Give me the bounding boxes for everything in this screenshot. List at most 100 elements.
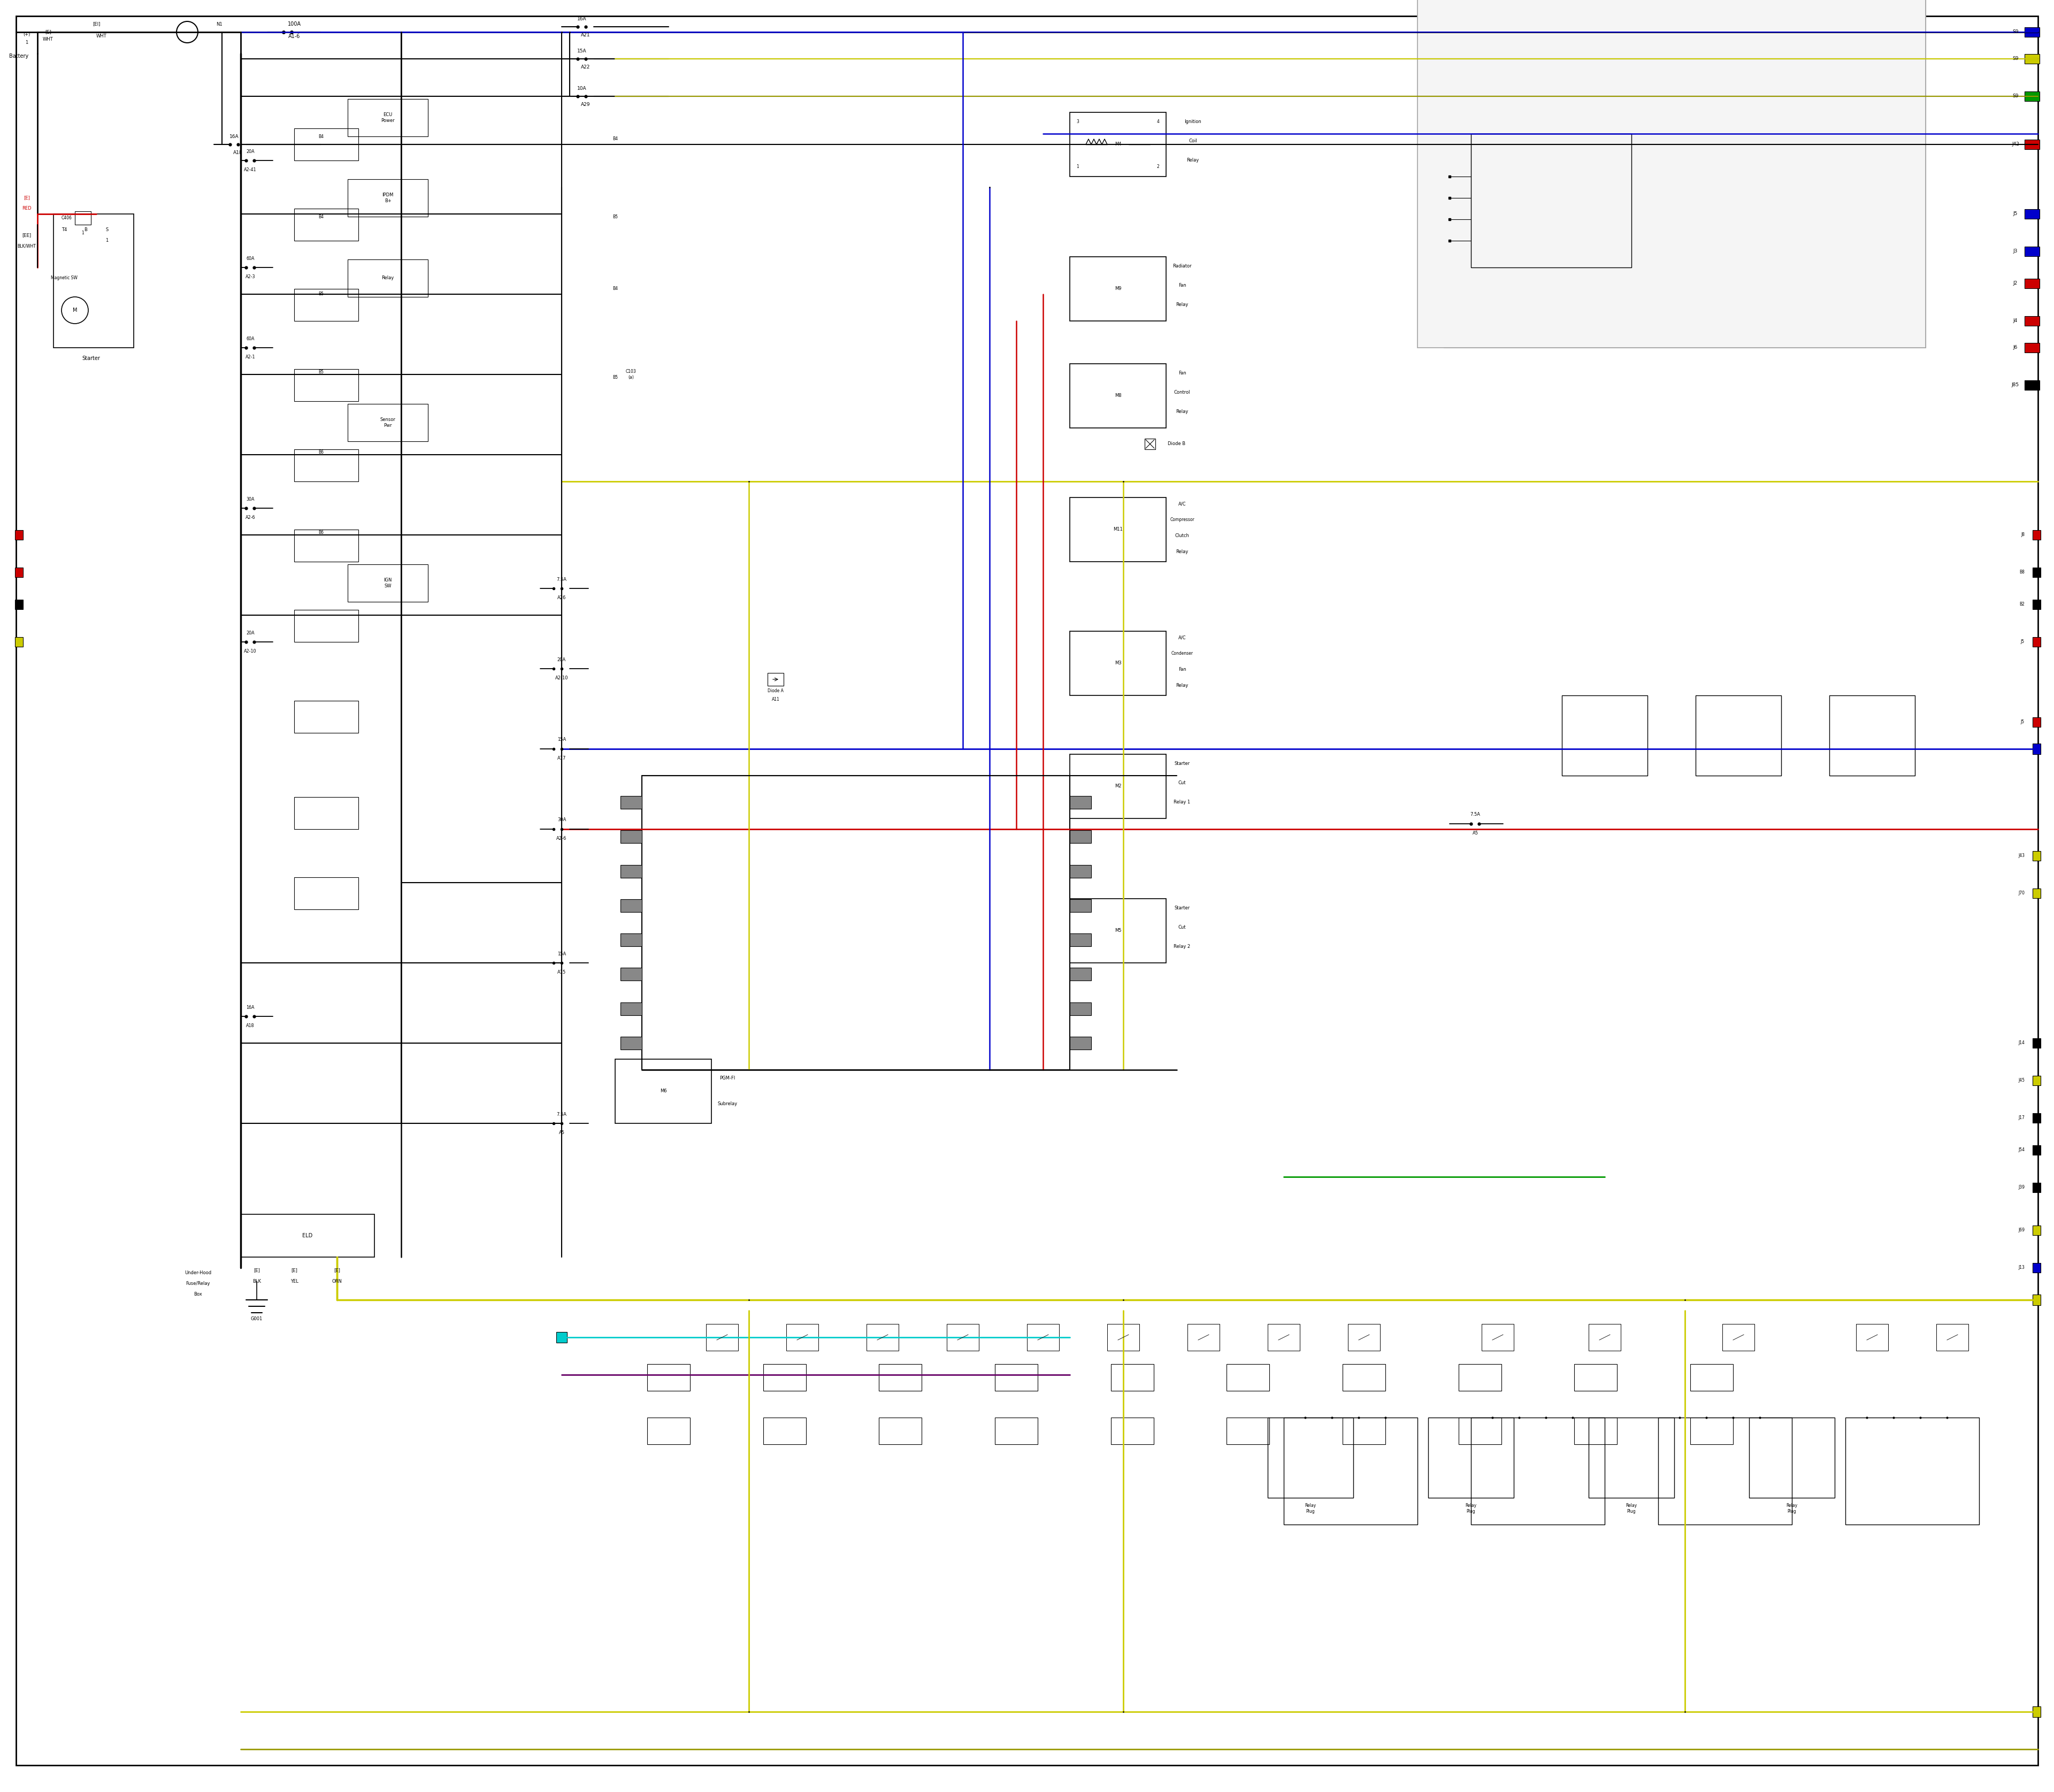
Bar	[14, 600, 23, 609]
Text: Relay
Plug: Relay Plug	[1304, 1503, 1317, 1514]
Bar	[1027, 1324, 1060, 1351]
Bar	[768, 674, 785, 686]
Text: G001: G001	[251, 1315, 263, 1321]
Text: B4: B4	[318, 134, 325, 138]
Bar	[1070, 796, 1091, 808]
Text: A2-6: A2-6	[557, 835, 567, 840]
Bar	[620, 796, 641, 808]
Bar	[1070, 754, 1167, 819]
Text: 7.5A: 7.5A	[557, 577, 567, 582]
Bar	[1144, 439, 1154, 450]
Bar	[294, 530, 357, 561]
Bar	[1497, 134, 1684, 294]
Bar	[2033, 744, 2040, 754]
Bar	[764, 1364, 805, 1391]
Text: S: S	[105, 228, 109, 233]
Bar	[1070, 1038, 1091, 1050]
Text: B5: B5	[612, 375, 618, 380]
Text: Magnetic SW: Magnetic SW	[51, 276, 78, 281]
Text: 15A: 15A	[557, 737, 567, 742]
Bar	[2025, 210, 2040, 219]
Text: Starter: Starter	[82, 357, 101, 360]
Text: Starter: Starter	[1175, 762, 1189, 767]
Text: J5: J5	[2021, 640, 2025, 645]
Text: A/C: A/C	[1179, 502, 1185, 507]
Bar	[2025, 91, 2040, 100]
Bar	[294, 129, 357, 161]
Text: 7.5A: 7.5A	[1471, 812, 1481, 817]
Bar	[1417, 0, 1927, 348]
Text: 20A: 20A	[246, 149, 255, 154]
Text: M: M	[72, 308, 78, 314]
Bar	[1471, 1417, 1604, 1525]
Text: Relay: Relay	[1187, 158, 1200, 163]
Bar	[1857, 1324, 1888, 1351]
Bar	[294, 450, 357, 482]
Text: M4: M4	[1115, 142, 1121, 147]
Text: J45: J45	[2019, 1079, 2025, 1082]
Bar	[2033, 851, 2040, 860]
Text: Relay: Relay	[1175, 550, 1189, 554]
Text: [E]: [E]	[292, 1269, 298, 1272]
Bar	[1690, 1364, 1734, 1391]
Text: 30A: 30A	[557, 817, 567, 823]
Text: Under-Hood: Under-Hood	[185, 1271, 212, 1276]
Bar	[2033, 638, 2040, 647]
Text: J5: J5	[2021, 720, 2025, 724]
Bar	[1458, 1417, 1501, 1444]
Bar	[1690, 1417, 1734, 1444]
Text: B2: B2	[2019, 602, 2025, 607]
Bar	[2025, 140, 2040, 149]
Bar	[1070, 1002, 1091, 1014]
Text: M8: M8	[1115, 394, 1121, 398]
Text: Relay: Relay	[1175, 410, 1189, 414]
Text: 15A: 15A	[557, 952, 567, 957]
Bar	[1573, 1364, 1616, 1391]
Text: ELD: ELD	[302, 1233, 312, 1238]
Text: 16A: 16A	[230, 134, 238, 138]
Bar	[294, 369, 357, 401]
Bar	[2033, 530, 2040, 539]
Text: B8: B8	[2019, 570, 2025, 575]
Text: Relay
Plug: Relay Plug	[1465, 1503, 1477, 1514]
Bar	[867, 1324, 900, 1351]
Bar	[994, 1364, 1037, 1391]
Bar	[2033, 889, 2040, 898]
Text: B5: B5	[612, 215, 618, 219]
Bar	[2033, 568, 2040, 577]
Text: 1: 1	[25, 41, 29, 45]
Text: [EE]: [EE]	[23, 233, 31, 238]
Bar	[74, 211, 90, 224]
Text: B6: B6	[318, 450, 325, 455]
Text: 7.5A: 7.5A	[557, 1111, 567, 1116]
Text: Cut: Cut	[1179, 925, 1185, 930]
Text: J42: J42	[2011, 142, 2019, 147]
Text: Subrelay: Subrelay	[717, 1102, 737, 1106]
Text: ECU
Power: ECU Power	[380, 113, 394, 124]
Text: RED: RED	[23, 206, 31, 211]
Bar	[1428, 1417, 1514, 1498]
Bar	[2033, 1145, 2040, 1154]
Text: Relay: Relay	[1175, 303, 1189, 306]
Text: A29: A29	[581, 102, 589, 108]
Bar	[1070, 968, 1091, 980]
Text: T4: T4	[62, 228, 68, 233]
Text: J3: J3	[2013, 249, 2017, 254]
Bar	[294, 797, 357, 830]
Text: A21: A21	[581, 32, 589, 38]
Text: B6: B6	[318, 530, 325, 534]
Text: YEL: YEL	[290, 1279, 298, 1283]
Text: M2: M2	[1115, 783, 1121, 788]
Bar	[1750, 1417, 1834, 1498]
Text: A2-3: A2-3	[244, 274, 255, 280]
Bar	[1444, 0, 1927, 348]
Text: A5: A5	[559, 1131, 565, 1134]
Text: [E]: [E]	[23, 195, 31, 201]
Text: 1: 1	[1076, 165, 1078, 168]
Text: 60A: 60A	[246, 337, 255, 340]
Text: B: B	[84, 228, 86, 233]
Bar	[947, 1324, 980, 1351]
Text: 20A: 20A	[246, 631, 255, 634]
Text: 20A: 20A	[557, 658, 567, 661]
Text: A11: A11	[772, 697, 781, 702]
